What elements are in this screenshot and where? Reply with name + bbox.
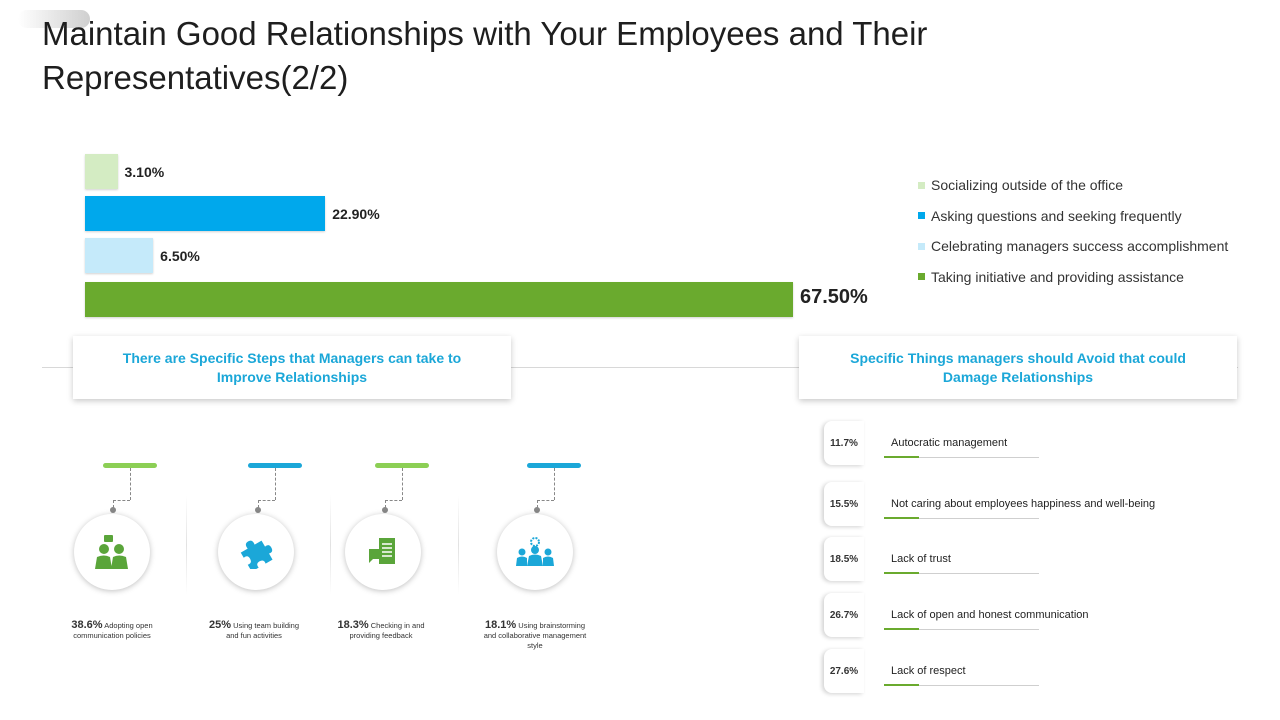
brainstorming-team-icon — [497, 514, 573, 590]
avoid-label: Lack of trust — [891, 553, 951, 565]
legend-item: Socializing outside of the office — [918, 170, 1228, 201]
legend-item: Taking initiative and providing assistan… — [918, 262, 1228, 293]
avoid-item: 26.7% Lack of open and honest communicat… — [820, 593, 1089, 639]
avoid-label: Lack of open and honest communication — [891, 609, 1089, 621]
avoid-item: 18.5% Lack of trust — [820, 537, 1050, 583]
page-title: Maintain Good Relationships with Your Em… — [42, 15, 928, 96]
avoid-item: 27.6% Lack of respect — [820, 649, 1050, 695]
avoid-callout: Specific Things managers should Avoid th… — [799, 336, 1237, 399]
feedback-document-icon — [345, 514, 421, 590]
step-caption: 18.1% Using brainstorming and collaborat… — [483, 619, 587, 651]
avoid-percentage: 11.7% — [824, 421, 864, 465]
legend-label: Celebrating managers success accomplishm… — [931, 238, 1229, 255]
meeting-icon — [74, 514, 150, 590]
step-caption: 25% Using team building and fun activiti… — [209, 619, 299, 641]
avoid-percentage: 26.7% — [824, 593, 864, 637]
step-accent-bar — [527, 463, 581, 468]
avoid-label: Not caring about employees happiness and… — [891, 498, 1156, 510]
bar-1 — [85, 154, 118, 189]
legend-swatch — [918, 181, 925, 189]
puzzle-icon — [218, 514, 294, 590]
step-accent-bar — [103, 463, 157, 468]
step-accent-bar — [248, 463, 302, 468]
steps-callout: There are Specific Steps that Managers c… — [73, 336, 511, 399]
bar-value-label: 6.50% — [160, 248, 200, 264]
step-caption: 18.3% Checking in and providing feedback — [337, 619, 425, 641]
avoid-percentage: 27.6% — [824, 649, 864, 693]
legend-label: Socializing outside of the office — [931, 177, 1123, 194]
legend-label: Asking questions and seeking frequently — [931, 207, 1182, 224]
bar-value-label: 22.90% — [332, 206, 380, 222]
bar-value-label: 67.50% — [800, 286, 868, 308]
legend-item: Asking questions and seeking frequently — [918, 201, 1228, 232]
bar-2 — [85, 196, 326, 231]
bar-3 — [85, 238, 154, 273]
bar-4 — [85, 282, 793, 317]
legend-swatch — [918, 212, 925, 220]
chart-legend: Socializing outside of the office Asking… — [918, 170, 1228, 292]
legend-swatch — [918, 242, 925, 250]
corner-decoration — [18, 10, 90, 28]
avoid-item: 11.7% Autocratic management — [820, 421, 1050, 467]
step-caption: 38.6% Adopting open communication polici… — [71, 619, 153, 641]
avoid-label: Lack of respect — [891, 665, 966, 677]
legend-label: Taking initiative and providing assistan… — [931, 268, 1184, 285]
avoid-label: Autocratic management — [891, 437, 1008, 449]
bar-value-label: 3.10% — [124, 164, 165, 180]
legend-item: Celebrating managers success accomplishm… — [918, 231, 1228, 262]
avoid-percentage: 15.5% — [824, 482, 864, 526]
avoid-percentage: 18.5% — [824, 537, 864, 581]
step-accent-bar — [375, 463, 429, 468]
avoid-item: 15.5% Not caring about employees happine… — [820, 482, 1155, 528]
section-divider-line — [42, 367, 1238, 368]
legend-swatch — [918, 273, 925, 281]
